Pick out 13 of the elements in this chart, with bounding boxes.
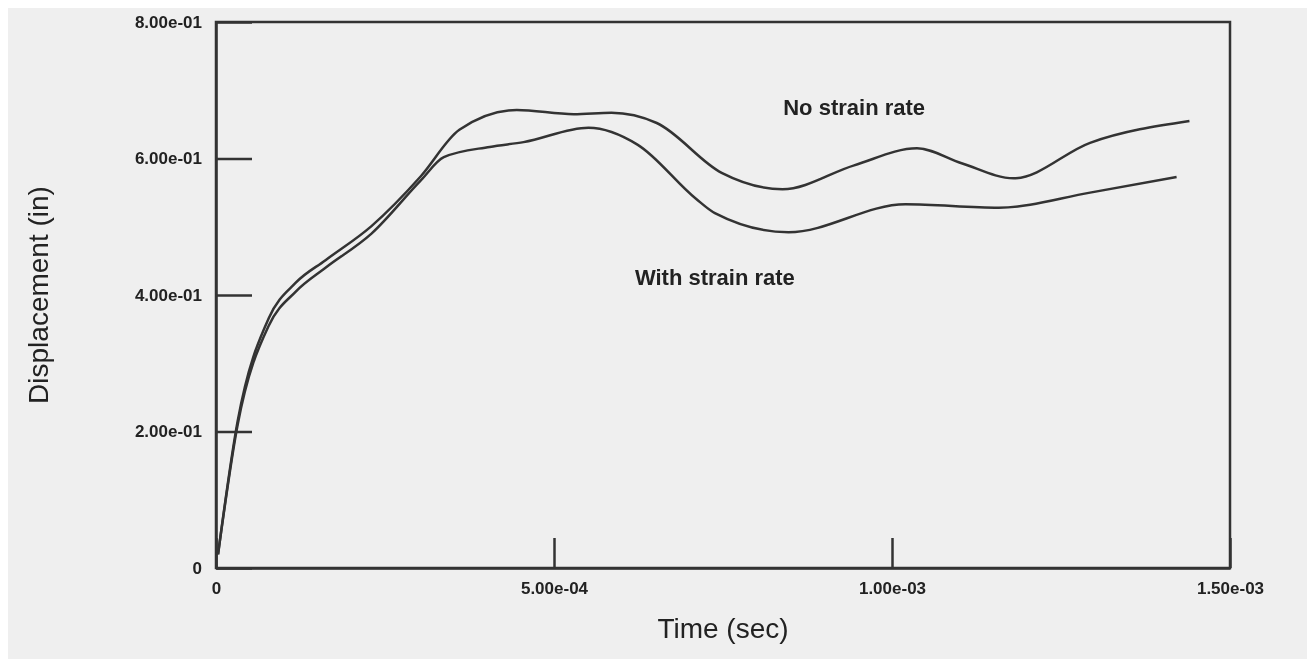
y-tick-label: 8.00e-01 [134,12,202,32]
y-tick-label: 4.00e-01 [134,285,202,305]
y-tick-label: 6.00e-01 [134,149,202,169]
x-axis-title: Time (sec) [657,613,789,644]
series-label: With strain rate [634,265,795,291]
x-tick-label: 1.50e-03 [1196,579,1265,599]
y-axis-title: Displacement (in) [23,186,54,404]
x-tick-label: 1.00e-03 [858,579,927,599]
y-tick-label: 0 [192,558,202,578]
x-tick-label: 5.00e-04 [520,579,589,599]
y-tick-label: 2.00e-01 [134,422,202,442]
series-label: No strain rate [783,95,926,121]
x-tick-label: 0 [211,579,222,599]
